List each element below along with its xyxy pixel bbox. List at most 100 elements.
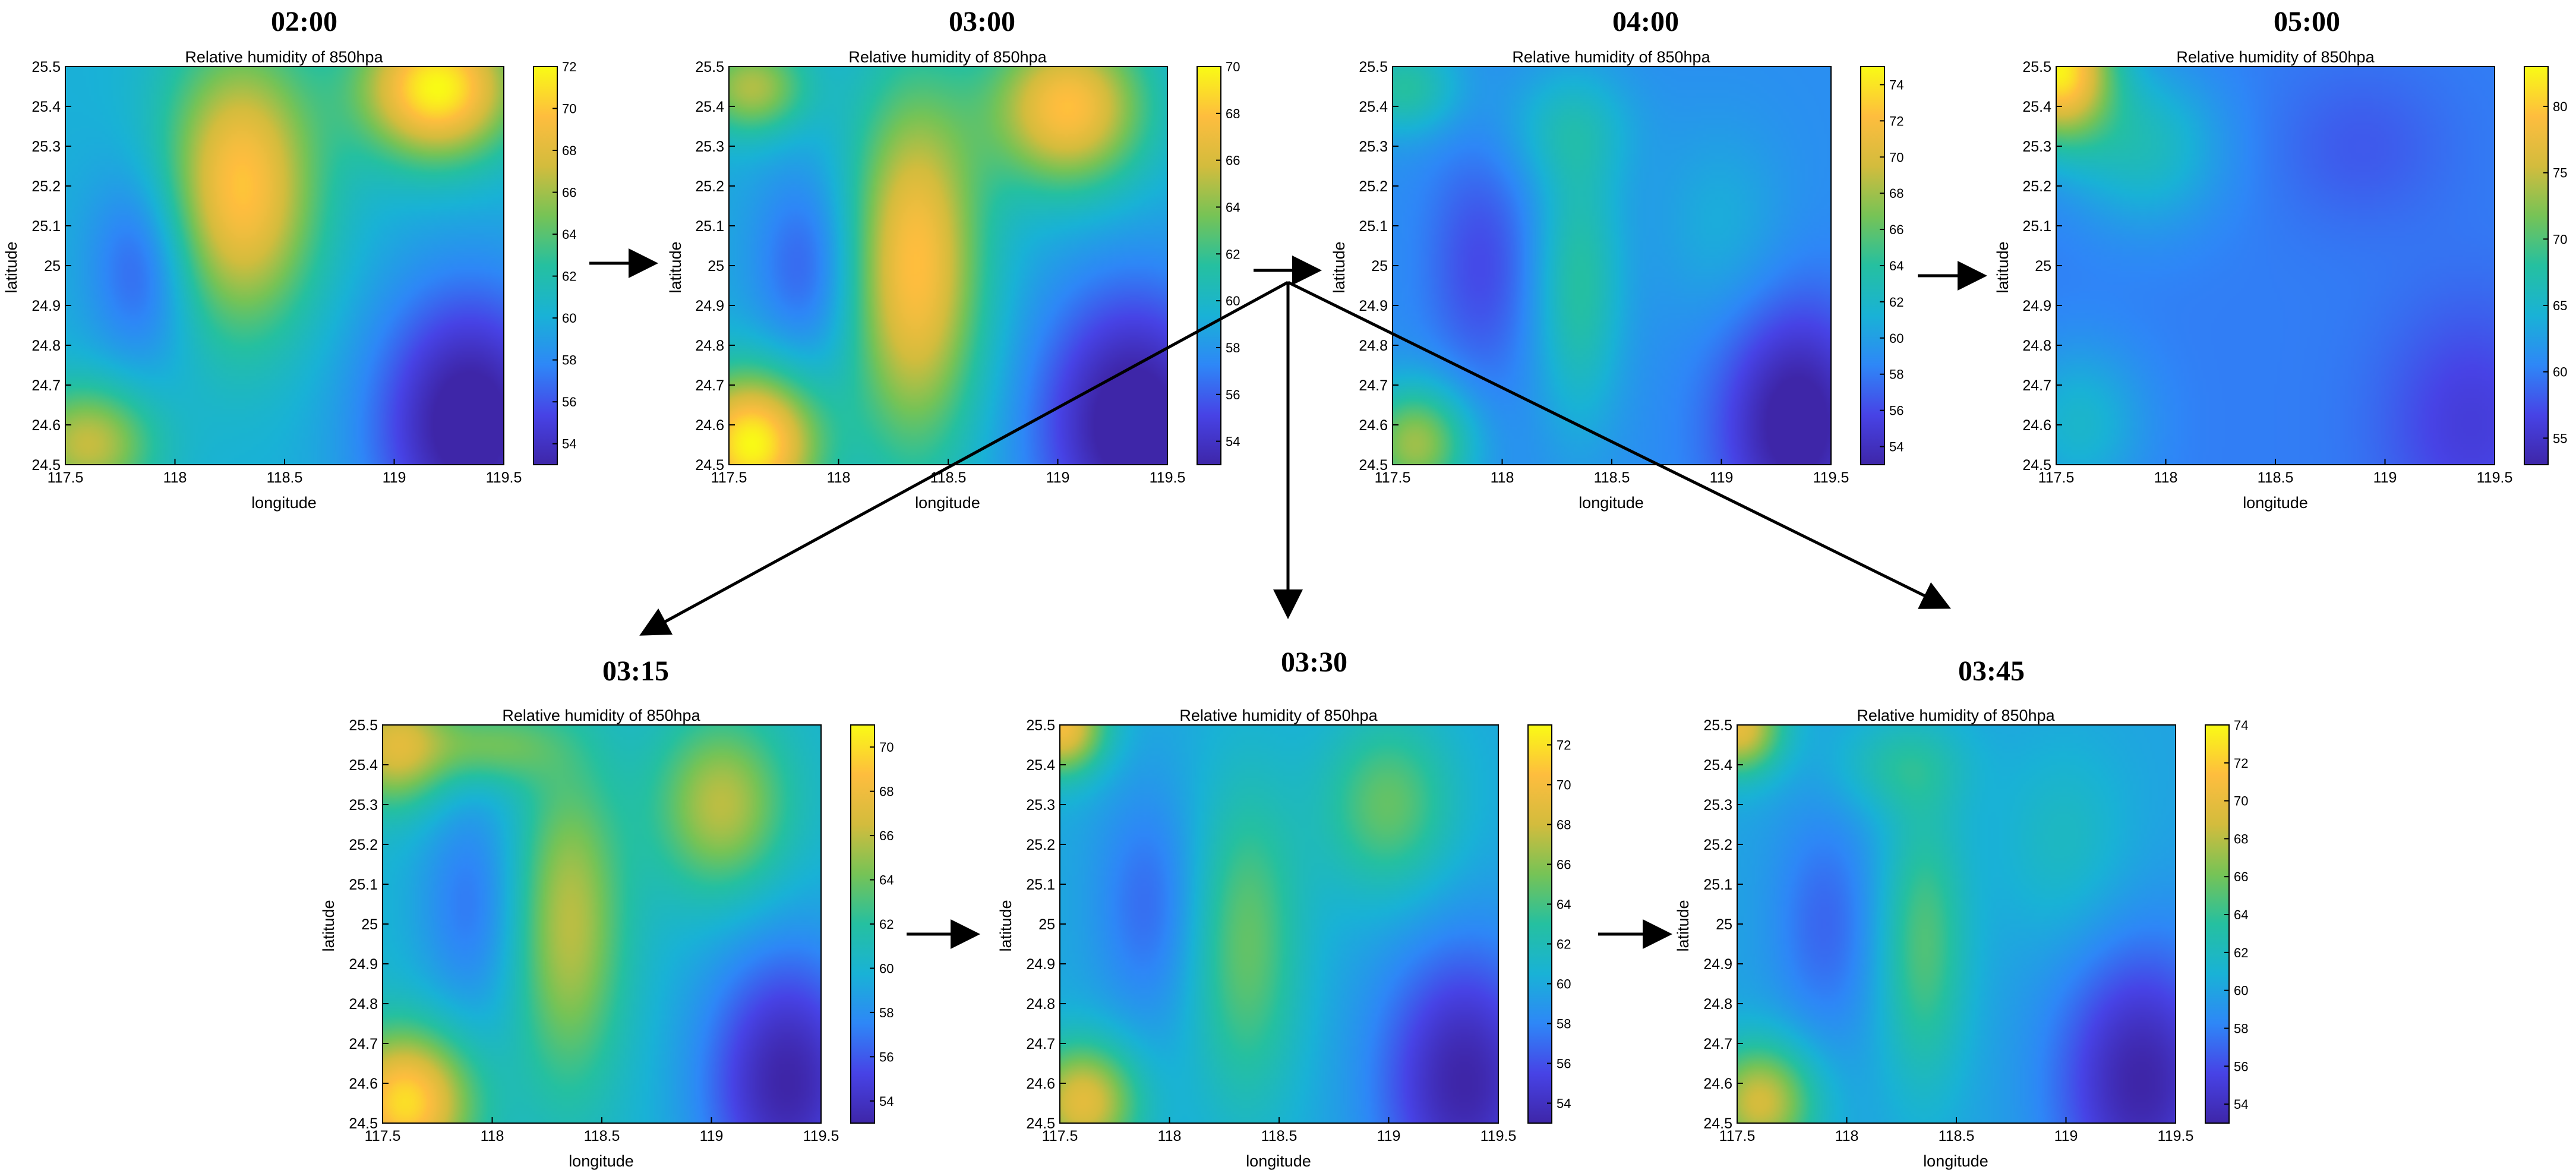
colorbar-tick-label: 66 <box>879 828 894 843</box>
ytick-label: 24.5 <box>349 1115 378 1132</box>
ytick-label: 24.8 <box>2022 338 2051 354</box>
ytick-label: 25.4 <box>349 757 378 774</box>
colorbar-p0300 <box>1197 66 1221 465</box>
colorbar-tick-label: 64 <box>1557 897 1571 912</box>
colorbar-tick-label: 54 <box>562 437 576 452</box>
ytick-label: 24.7 <box>349 1036 378 1052</box>
colorbar-tick-label: 62 <box>1557 937 1571 952</box>
colorbar-tick-label: 72 <box>1557 738 1571 753</box>
ytick-label: 24.6 <box>1703 1076 1732 1092</box>
xtick-label: 118 <box>163 469 187 486</box>
ytick-label: 25.1 <box>695 218 724 235</box>
xtick-label: 119 <box>700 1128 724 1144</box>
xtick-label: 117.5 <box>1042 1128 1078 1144</box>
ytick-label: 25 <box>1716 916 1732 933</box>
ytick-label: 25.1 <box>1359 218 1388 235</box>
colorbar-tick-label: 74 <box>1889 77 1903 92</box>
ytick-label: 25.4 <box>1359 99 1388 115</box>
ytick-label: 25.4 <box>31 99 61 115</box>
colorbar-tick-label: 54 <box>2234 1097 2248 1112</box>
ytick-label: 25.5 <box>1026 717 1055 734</box>
colorbar-tick-label: 60 <box>1226 294 1240 308</box>
plot-title-0300: Relative humidity of 850hpa <box>848 48 1047 66</box>
xtick-label: 119.5 <box>803 1128 839 1144</box>
ytick-label: 25.3 <box>2022 138 2051 155</box>
colorbar-tick-label: 54 <box>879 1094 894 1109</box>
ytick-label: 24.9 <box>1026 956 1055 973</box>
colorbar-tick-label: 58 <box>879 1005 894 1020</box>
colorbar-tick-label: 64 <box>879 873 894 888</box>
colorbar-tick-label: 58 <box>562 353 576 368</box>
xlabel-0330: longitude <box>1246 1152 1311 1170</box>
ytick-label: 25.5 <box>1359 59 1388 75</box>
time-label-0200: 02:00 <box>271 6 337 37</box>
colorbar-tick-label: 56 <box>1557 1057 1571 1071</box>
plot-title-0200: Relative humidity of 850hpa <box>185 48 383 66</box>
ytick-label: 25.3 <box>695 138 724 155</box>
panel-p0500: 117.5 118 118.5 119 119.5 24.5 24.6 24.7 24.8 24.… <box>2022 59 2567 486</box>
time-label-0315: 03:15 <box>602 655 669 687</box>
heatmap-image-p0400 <box>1393 67 1831 465</box>
colorbar-tick-label: 70 <box>1889 150 1903 165</box>
ytick-label: 24.6 <box>1359 417 1388 434</box>
colorbar-tick-label: 64 <box>2234 907 2248 922</box>
ytick-label: 25 <box>1038 916 1055 933</box>
ylabel-0200: latitude <box>2 241 20 293</box>
ytick-label: 24.7 <box>1026 1036 1055 1052</box>
heatmap-panels: 117.5 118 118.5 119 119.5 24.5 24.6 24.7 24.8 24.… <box>31 59 2567 1144</box>
xtick-label: 119.5 <box>1150 469 1186 486</box>
ytick-label: 25.5 <box>31 59 61 75</box>
colorbar-tick-label: 60 <box>1557 977 1571 992</box>
plot-title-0315: Relative humidity of 850hpa <box>502 707 700 724</box>
ytick-label: 25.5 <box>349 717 378 734</box>
xlabel-0500: longitude <box>2243 494 2308 512</box>
arrow-split-to-0315 <box>639 280 1289 636</box>
plot-title-0345: Relative humidity of 850hpa <box>1857 707 2055 724</box>
colorbar-tick-label: 62 <box>562 269 576 284</box>
ytick-label: 25.4 <box>695 99 724 115</box>
colorbar-tick-label: 62 <box>1226 247 1240 261</box>
heatmap-image-p0200 <box>65 67 504 465</box>
heatmap-image-p0345 <box>1737 725 2176 1123</box>
ytick-label: 24.8 <box>1703 996 1732 1013</box>
ytick-label: 25.3 <box>1026 797 1055 813</box>
colorbar-tick-label: 56 <box>1226 387 1240 402</box>
xtick-label: 118.5 <box>267 469 303 486</box>
xlabel-0345: longitude <box>1923 1152 1988 1170</box>
colorbar-p0500 <box>2524 66 2549 465</box>
ytick-label: 25.2 <box>1703 837 1732 853</box>
colorbar-tick-label: 72 <box>1889 113 1903 128</box>
xtick-label: 118 <box>1491 469 1514 486</box>
xtick-label: 117.5 <box>1719 1128 1756 1144</box>
colorbar-tick-label: 64 <box>1889 258 1903 273</box>
ytick-label: 24.8 <box>1359 338 1388 354</box>
xtick-label: 119 <box>2373 469 2397 486</box>
colorbar-tick-label: 70 <box>2234 794 2248 809</box>
xtick-label: 118 <box>2154 469 2178 486</box>
ytick-label: 24.5 <box>1026 1115 1055 1132</box>
colorbar-tick-label: 68 <box>1226 106 1240 121</box>
panel-p0345: 117.5 118 118.5 119 119.5 24.5 24.6 24.7 24.8 24.… <box>1703 717 2248 1144</box>
panel-p0330: 117.5 118 118.5 119 119.5 24.5 24.6 24.7 24.8 24.… <box>1026 717 1571 1144</box>
flow-arrows <box>589 248 1987 949</box>
panel-p0200: 117.5 118 118.5 119 119.5 24.5 24.6 24.7 24.8 24.… <box>31 59 576 486</box>
ytick-label: 24.7 <box>2022 377 2051 394</box>
time-label-0330: 03:30 <box>1281 647 1347 678</box>
ytick-label: 24.8 <box>349 996 378 1013</box>
xtick-label: 119.5 <box>1480 1128 1517 1144</box>
colorbar-tick-label: 66 <box>1557 857 1571 872</box>
colorbar-tick-label: 62 <box>2234 945 2248 960</box>
ytick-label: 25.3 <box>349 797 378 813</box>
colorbar-tick-label: 68 <box>879 784 894 799</box>
xtick-label: 118 <box>827 469 851 486</box>
colorbar-p0200 <box>533 66 558 465</box>
colorbar-tick-label: 56 <box>1889 403 1903 418</box>
colorbar-tick-label: 68 <box>562 143 576 158</box>
colorbar-tick-label: 66 <box>2234 869 2248 884</box>
colorbar-tick-label: 58 <box>1226 340 1240 355</box>
ytick-label: 25 <box>708 258 724 275</box>
ytick-label: 24.5 <box>1359 457 1388 474</box>
ytick-label: 25.3 <box>1359 138 1388 155</box>
colorbar-tick-label: 54 <box>1226 434 1240 449</box>
